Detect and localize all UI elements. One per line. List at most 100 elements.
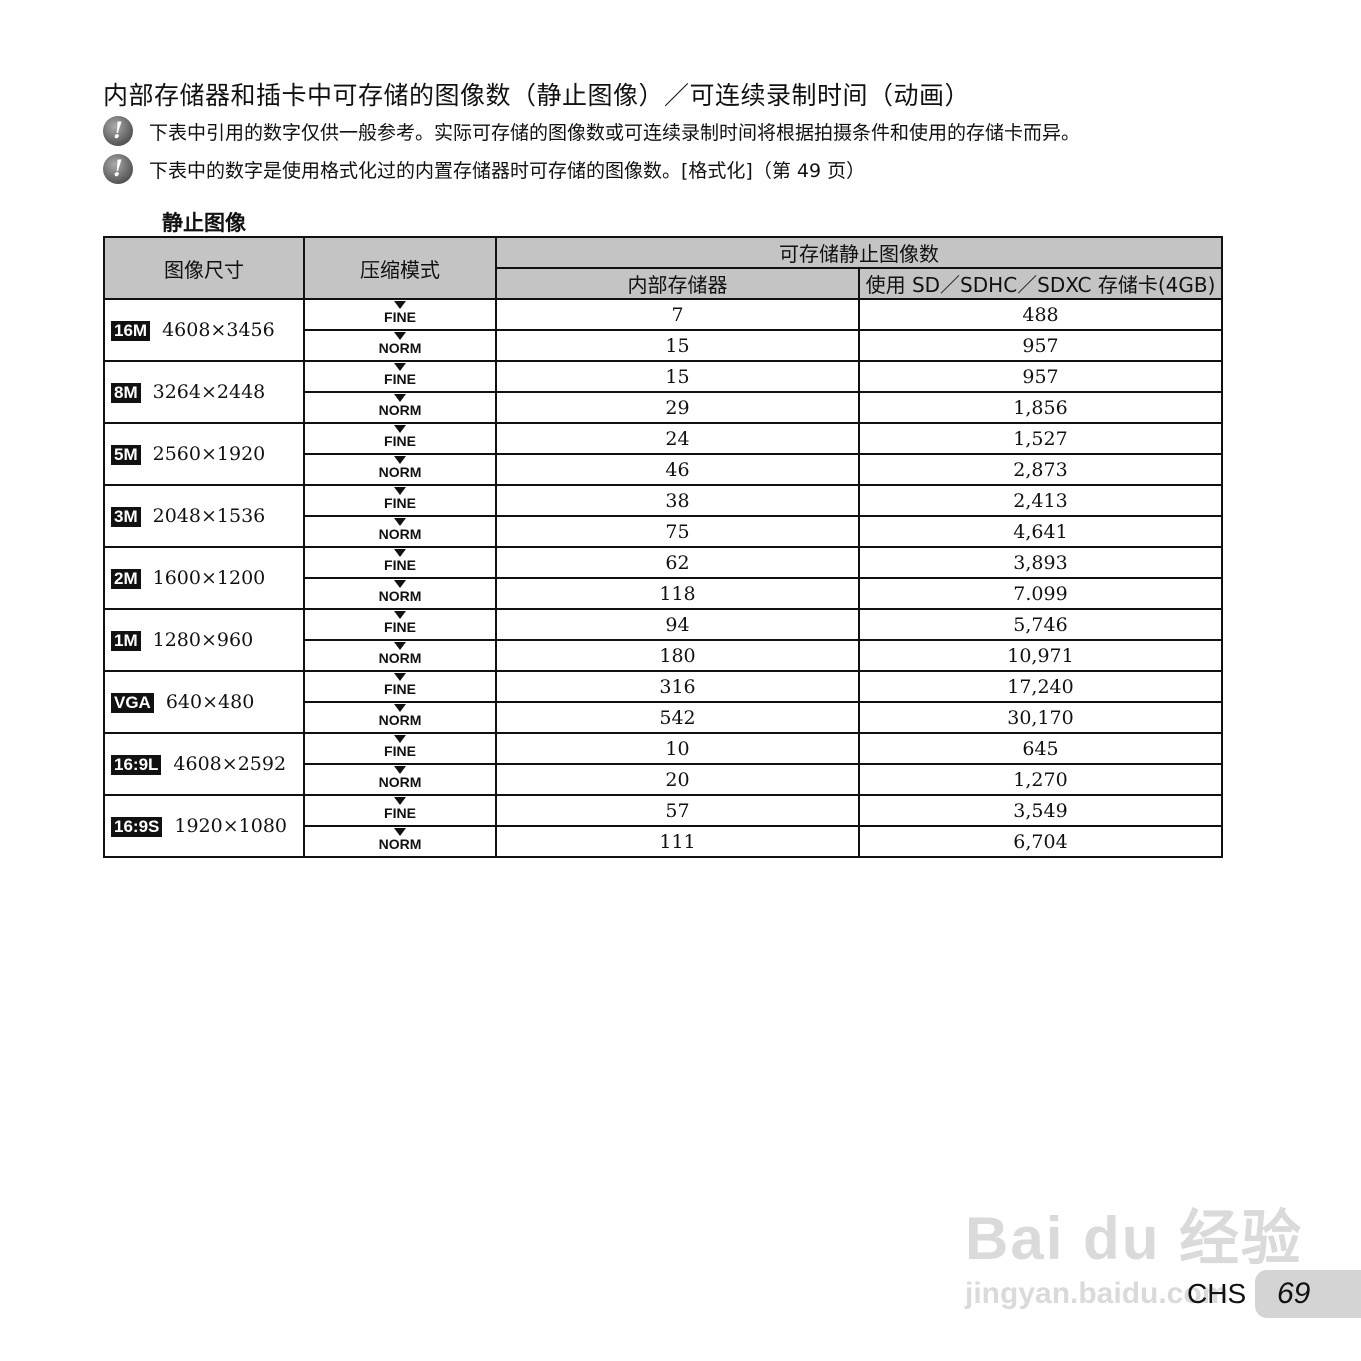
quality-norm-icon: NORM — [379, 455, 421, 480]
internal-count: 57 — [495, 794, 860, 827]
internal-count: 29 — [495, 391, 860, 424]
image-size-cell: 16M 4608×3456 — [103, 298, 305, 362]
storage-table: 图像尺寸 压缩模式 可存储静止图像数 内部存储器 使用 SD／SDHC／SDXC… — [103, 236, 1223, 858]
internal-count: 180 — [495, 639, 860, 672]
image-size-cell: 1M 1280×960 — [103, 608, 305, 672]
quality-cell: NORM — [303, 391, 497, 424]
baidu-watermark: Bai du 经验 jingyan.baidu.com — [965, 1205, 1304, 1310]
table-row: NORM 15 957 — [104, 329, 1223, 362]
card-count: 1,527 — [858, 422, 1223, 455]
quality-fine-icon: FINE — [384, 424, 416, 449]
size-badge-icon: 2M — [111, 569, 141, 589]
image-size-cell: 3M 2048×1536 — [103, 484, 305, 548]
quality-cell: NORM — [303, 701, 497, 734]
table-row: NORM 111 6,704 — [104, 825, 1223, 858]
quality-cell: FINE — [303, 422, 497, 455]
card-count: 17,240 — [858, 670, 1223, 703]
quality-fine-icon: FINE — [384, 672, 416, 697]
table-row: 16:9S 1920×1080 FINE 57 3,549 — [103, 794, 1223, 858]
quality-norm-icon: NORM — [379, 331, 421, 356]
quality-cell: FINE — [303, 794, 497, 827]
quality-cell: FINE — [303, 360, 497, 393]
quality-norm-icon: NORM — [379, 641, 421, 666]
quality-fine-icon: FINE — [384, 362, 416, 387]
internal-count: 20 — [495, 763, 860, 796]
section-subtitle: 静止图像 — [162, 211, 246, 235]
quality-cell: NORM — [303, 825, 497, 858]
card-count: 2,413 — [858, 484, 1223, 517]
table-row: NORM 20 1,270 — [104, 763, 1223, 796]
internal-count: 542 — [495, 701, 860, 734]
size-badge-icon: 8M — [111, 383, 141, 403]
header-size: 图像尺寸 — [103, 236, 305, 300]
table-row: 8M 3264×2448 FINE 15 957 — [103, 360, 1223, 424]
image-size-cell: 8M 3264×2448 — [103, 360, 305, 424]
table-row: NORM 542 30,170 — [104, 701, 1223, 734]
image-size-cell: 16:9L 4608×2592 — [103, 732, 305, 796]
caution-icon: ! — [103, 154, 133, 184]
quality-fine-icon: FINE — [384, 610, 416, 635]
table-row: 1M 1280×960 FINE 94 5,746 — [103, 608, 1223, 672]
size-badge-icon: 5M — [111, 445, 141, 465]
internal-count: 15 — [495, 360, 860, 393]
page-number: 69 — [1255, 1270, 1361, 1318]
card-count: 7.099 — [858, 577, 1223, 610]
internal-count: 15 — [495, 329, 860, 362]
card-count: 1,856 — [858, 391, 1223, 424]
internal-count: 94 — [495, 608, 860, 641]
table-row: NORM 46 2,873 — [104, 453, 1223, 486]
internal-count: 111 — [495, 825, 860, 858]
card-count: 3,549 — [858, 794, 1223, 827]
card-count: 957 — [858, 360, 1223, 393]
header-card: 使用 SD／SDHC／SDXC 存储卡(4GB) — [858, 267, 1223, 300]
card-count: 488 — [858, 298, 1223, 331]
table-row: NORM 29 1,856 — [104, 391, 1223, 424]
internal-count: 62 — [495, 546, 860, 579]
table-row: 2M 1600×1200 FINE 62 3,893 — [103, 546, 1223, 610]
size-badge-icon: 3M — [111, 507, 141, 527]
quality-norm-icon: NORM — [379, 393, 421, 418]
quality-cell: FINE — [303, 732, 497, 765]
quality-norm-icon: NORM — [379, 703, 421, 728]
card-count: 1,270 — [858, 763, 1223, 796]
quality-norm-icon: NORM — [379, 827, 421, 852]
size-badge-icon: 16M — [111, 321, 151, 341]
card-count: 6,704 — [858, 825, 1223, 858]
size-badge-icon: 16:9S — [111, 817, 163, 837]
quality-norm-icon: NORM — [379, 765, 421, 790]
size-badge-icon: VGA — [111, 693, 154, 713]
table-row: NORM 180 10,971 — [104, 639, 1223, 672]
quality-cell: NORM — [303, 453, 497, 486]
card-count: 10,971 — [858, 639, 1223, 672]
internal-count: 7 — [495, 298, 860, 331]
size-badge-icon: 1M — [111, 631, 141, 651]
card-count: 2,873 — [858, 453, 1223, 486]
quality-fine-icon: FINE — [384, 486, 416, 511]
quality-cell: FINE — [303, 546, 497, 579]
quality-cell: FINE — [303, 298, 497, 331]
quality-fine-icon: FINE — [384, 734, 416, 759]
internal-count: 118 — [495, 577, 860, 610]
quality-norm-icon: NORM — [379, 517, 421, 542]
image-size-cell: VGA 640×480 — [103, 670, 305, 734]
header-internal: 内部存储器 — [495, 267, 860, 300]
card-count: 645 — [858, 732, 1223, 765]
internal-count: 75 — [495, 515, 860, 548]
internal-count: 316 — [495, 670, 860, 703]
table-row: VGA 640×480 FINE 316 17,240 — [103, 670, 1223, 734]
quality-fine-icon: FINE — [384, 796, 416, 821]
card-count: 30,170 — [858, 701, 1223, 734]
note-1: ! 下表中引用的数字仅供一般参考。实际可存储的图像数或可连续录制时间将根据拍摄条… — [103, 116, 1080, 146]
table-row: NORM 118 7.099 — [104, 577, 1223, 610]
header-compression: 压缩模式 — [303, 236, 497, 300]
page-title: 内部存储器和插卡中可存储的图像数（静止图像）／可连续录制时间（动画） — [103, 81, 971, 110]
quality-cell: NORM — [303, 329, 497, 362]
quality-fine-icon: FINE — [384, 548, 416, 573]
table-row: 16M 4608×3456 FINE 7 488 — [103, 298, 1223, 362]
internal-count: 38 — [495, 484, 860, 517]
table-row: 3M 2048×1536 FINE 38 2,413 — [103, 484, 1223, 548]
table-row: 16:9L 4608×2592 FINE 10 645 — [103, 732, 1223, 796]
language-label: CHS — [1187, 1278, 1247, 1309]
quality-cell: NORM — [303, 577, 497, 610]
quality-cell: FINE — [303, 670, 497, 703]
